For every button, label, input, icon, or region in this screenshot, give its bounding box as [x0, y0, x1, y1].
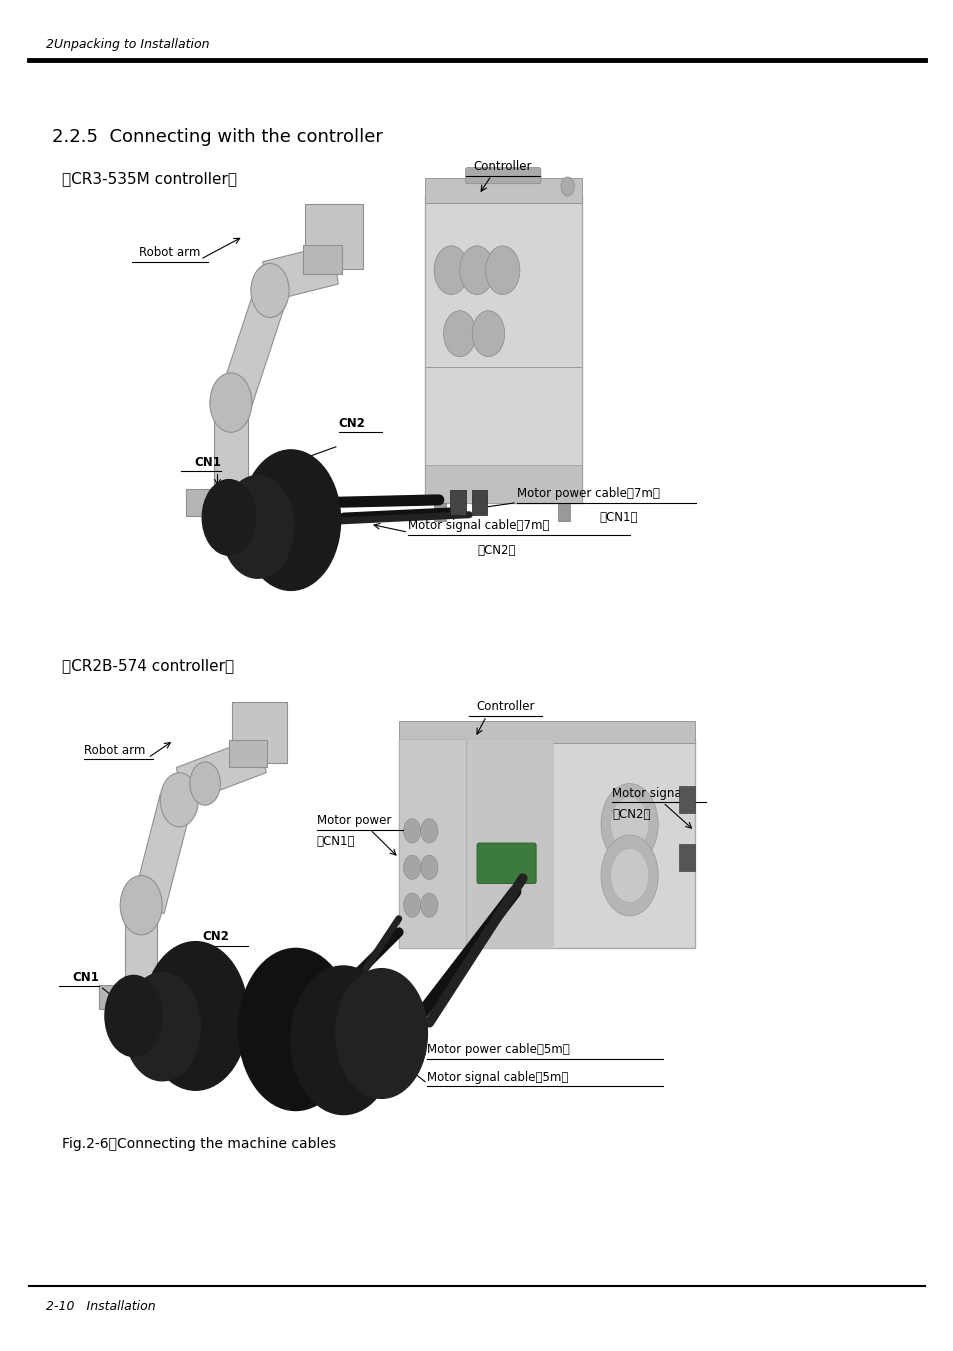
Bar: [424, 195, 581, 503]
Bar: [679, 844, 694, 871]
Circle shape: [238, 948, 353, 1111]
Polygon shape: [176, 736, 266, 804]
Circle shape: [403, 893, 420, 917]
Bar: [558, 503, 569, 521]
Text: CN1: CN1: [72, 970, 99, 984]
Text: Controller: Controller: [473, 159, 532, 173]
Text: Motor power: Motor power: [316, 813, 391, 827]
Text: （CN2）: （CN2）: [476, 543, 515, 557]
Bar: [424, 465, 581, 503]
Text: 「CR3-535M controller」: 「CR3-535M controller」: [62, 172, 236, 186]
Text: CN2: CN2: [202, 929, 229, 943]
Bar: [434, 503, 445, 521]
Bar: [467, 739, 553, 948]
Circle shape: [120, 875, 162, 935]
Text: Motor signal: Motor signal: [612, 786, 685, 800]
Circle shape: [434, 246, 468, 295]
Text: CN1: CN1: [194, 455, 221, 469]
Circle shape: [251, 263, 289, 317]
Text: Motor signal cable（5m）: Motor signal cable（5m）: [427, 1070, 568, 1084]
Circle shape: [160, 773, 198, 827]
Circle shape: [472, 311, 504, 357]
Text: Motor power cable（5m）: Motor power cable（5m）: [427, 1043, 570, 1056]
Circle shape: [600, 835, 658, 916]
Polygon shape: [303, 245, 341, 274]
Bar: [450, 490, 465, 515]
Text: Controller: Controller: [476, 700, 535, 713]
Polygon shape: [186, 489, 272, 516]
Polygon shape: [229, 740, 267, 767]
Circle shape: [335, 969, 427, 1098]
Polygon shape: [262, 245, 338, 301]
Bar: [424, 178, 581, 203]
Text: Robot arm: Robot arm: [84, 743, 145, 757]
Text: Motor power cable（7m）: Motor power cable（7m）: [517, 486, 659, 500]
Text: 「CR2B-574 controller」: 「CR2B-574 controller」: [62, 658, 233, 673]
Circle shape: [143, 942, 248, 1090]
Circle shape: [124, 973, 200, 1081]
Circle shape: [221, 476, 294, 578]
Text: （CN1）: （CN1）: [316, 835, 355, 848]
Text: 2Unpacking to Installation: 2Unpacking to Installation: [46, 38, 209, 51]
Circle shape: [560, 177, 574, 196]
Bar: [679, 786, 694, 813]
Text: （CN1）: （CN1）: [598, 511, 637, 524]
Text: Robot arm: Robot arm: [139, 246, 200, 259]
Circle shape: [420, 893, 437, 917]
Circle shape: [485, 246, 519, 295]
Polygon shape: [305, 204, 362, 269]
Text: 2-10   Installation: 2-10 Installation: [46, 1300, 155, 1313]
Circle shape: [420, 819, 437, 843]
Text: CN2: CN2: [338, 416, 365, 430]
Bar: [398, 739, 465, 948]
Text: Fig.2-6：Connecting the machine cables: Fig.2-6：Connecting the machine cables: [62, 1138, 335, 1151]
Circle shape: [600, 784, 658, 865]
Circle shape: [105, 975, 162, 1056]
Circle shape: [202, 480, 255, 555]
Circle shape: [241, 450, 340, 590]
Polygon shape: [232, 703, 287, 762]
Polygon shape: [133, 794, 191, 913]
Circle shape: [610, 797, 648, 851]
Bar: [398, 739, 694, 948]
Polygon shape: [213, 403, 248, 503]
Circle shape: [210, 373, 252, 432]
Circle shape: [420, 855, 437, 880]
Bar: [398, 721, 694, 743]
Polygon shape: [221, 286, 284, 411]
Bar: [424, 195, 581, 203]
Polygon shape: [99, 985, 183, 1009]
Polygon shape: [125, 905, 157, 997]
Text: （CN2）: （CN2）: [612, 808, 650, 821]
Circle shape: [291, 966, 395, 1115]
Bar: [472, 490, 487, 515]
Circle shape: [190, 762, 220, 805]
Circle shape: [403, 819, 420, 843]
Circle shape: [459, 246, 494, 295]
Circle shape: [403, 855, 420, 880]
FancyBboxPatch shape: [476, 843, 536, 884]
Text: 2.2.5  Connecting with the controller: 2.2.5 Connecting with the controller: [52, 128, 383, 146]
Text: Motor signal cable（7m）: Motor signal cable（7m）: [408, 519, 549, 532]
FancyBboxPatch shape: [465, 168, 540, 184]
Circle shape: [610, 848, 648, 902]
Circle shape: [443, 311, 476, 357]
